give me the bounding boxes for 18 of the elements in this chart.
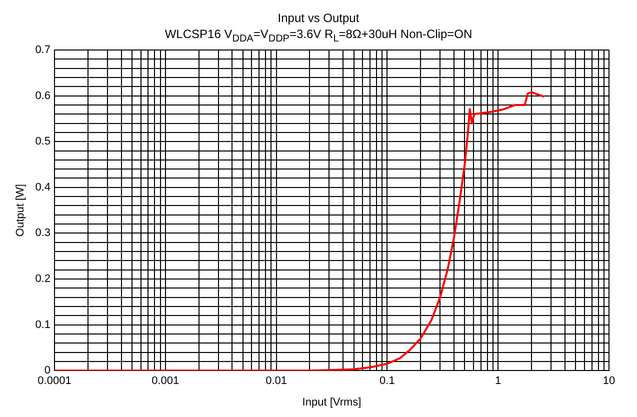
y-tick-label: 0.3 [35, 227, 50, 240]
x-tick-label: 0.1 [380, 375, 395, 388]
chart-subtitle: WLCSP16 V$_{DDA}$=V$_{DDP}$=3.6V R$_{L}$=8Ω+30uH Non-Clip=ON [164, 27, 472, 44]
y-tick-label: 0.1 [35, 318, 50, 331]
x-tick-label: 1 [495, 375, 502, 388]
y-tick-label: 0.5 [35, 136, 50, 148]
y-tick-label: 0.7 [35, 44, 50, 56]
x-tick-label: 0.001 [152, 375, 180, 388]
y-tick-label: 0.2 [35, 273, 50, 286]
y-tick-label: 0.4 [35, 181, 50, 194]
y-axis-title: Output [W] [14, 184, 27, 237]
y-tick-label: 0.6 [35, 90, 50, 102]
x-tick-label: 10 [602, 375, 616, 388]
x-axis-title: Input [Vrms] [302, 396, 362, 408]
chart-title: Input vs Output [276, 10, 360, 26]
x-tick-label: 0.01 [266, 375, 288, 388]
x-tick-label: 0.0001 [38, 375, 72, 388]
y-tick-label: 0 [44, 364, 50, 377]
